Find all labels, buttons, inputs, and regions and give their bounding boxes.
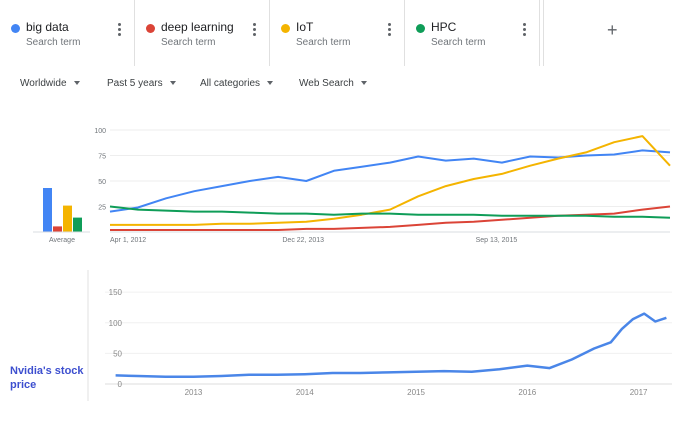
dropdown-arrow-icon (267, 81, 274, 86)
y-tick-label: 100 (94, 128, 106, 135)
x-axis-labels: 2013 2014 2015 2016 2017 (185, 388, 648, 397)
chart-grid: 0 50 100 150 (105, 288, 672, 389)
y-tick-label: 100 (109, 319, 123, 328)
region-dropdown[interactable]: Worldwide (20, 78, 80, 89)
y-tick-label: 150 (109, 288, 123, 297)
term-card-hpc[interactable]: HPC Search term (405, 0, 540, 66)
series-line-big-data (109, 149, 671, 213)
add-term-card[interactable]: + (543, 0, 680, 66)
term-sublabel: Search term (26, 37, 81, 48)
y-tick-label: 50 (113, 349, 122, 358)
stock-caption: Nvidia's stock price (10, 365, 84, 391)
series-color-dot (146, 24, 155, 33)
y-tick-label: 25 (98, 205, 106, 212)
filter-bar: Worldwide Past 5 years All categories We… (0, 78, 700, 98)
term-sublabel: Search term (296, 37, 351, 48)
y-tick-label: 75 (98, 154, 106, 161)
x-axis-labels: Apr 1, 2012 Dec 22, 2013 Sep 13, 2015 (110, 237, 517, 244)
term-card-big-data[interactable]: big data Search term (0, 0, 135, 66)
chart-series (109, 135, 671, 231)
x-tick-label: Sep 13, 2015 (476, 237, 518, 244)
series-line-iot (110, 135, 671, 226)
dropdown-arrow-icon (73, 81, 80, 86)
average-bar-hpc (73, 217, 82, 232)
term-card-iot[interactable]: IoT Search term (270, 0, 405, 66)
term-label: deep learning (161, 20, 234, 34)
series-color-dot (281, 24, 290, 33)
search-property-dropdown[interactable]: Web Search (299, 78, 367, 89)
more-options-icon[interactable] (112, 21, 126, 41)
x-tick-label: 2013 (185, 388, 203, 397)
stock-price-chart: 0 50 100 150 2013 2014 2015 2016 2017 (87, 270, 672, 401)
y-tick-label: 50 (98, 179, 106, 186)
x-tick-label: Apr 1, 2012 (110, 237, 146, 244)
term-label: big data (26, 20, 69, 34)
dropdown-arrow-icon (169, 81, 176, 86)
average-bar-iot (63, 205, 72, 232)
series-color-dot (11, 24, 20, 33)
category-label: All categories (200, 78, 261, 89)
interest-over-time-chart: Average 25 50 75 100 Apr 1, 2012 Dec 22, 201… (33, 128, 671, 244)
series-line-stock-0 (115, 312, 667, 378)
more-options-icon[interactable] (247, 21, 261, 41)
average-bar-big-data (43, 188, 52, 232)
term-label: HPC (431, 20, 457, 34)
average-bar-deep-learning (53, 226, 62, 232)
term-sublabel: Search term (431, 37, 486, 48)
time-range-dropdown[interactable]: Past 5 years (107, 78, 176, 89)
term-sublabel: Search term (161, 37, 216, 48)
category-dropdown[interactable]: All categories (200, 78, 274, 89)
x-tick-label: 2014 (296, 388, 314, 397)
plus-icon[interactable]: + (607, 20, 618, 40)
search-term-bar: big data Search term deep learning Searc… (0, 0, 700, 66)
series-color-dot (416, 24, 425, 33)
x-tick-label: 2016 (518, 388, 536, 397)
y-tick-label: 0 (118, 380, 123, 389)
x-tick-label: 2017 (630, 388, 648, 397)
average-label: Average (49, 237, 75, 244)
more-options-icon[interactable] (517, 21, 531, 41)
average-bars (43, 188, 82, 232)
term-label: IoT (296, 20, 314, 34)
term-card-deep-learning[interactable]: deep learning Search term (135, 0, 270, 66)
more-options-icon[interactable] (382, 21, 396, 41)
dropdown-arrow-icon (360, 81, 367, 86)
series-line-hpc (109, 205, 671, 219)
time-range-label: Past 5 years (107, 78, 163, 89)
x-tick-label: Dec 22, 2013 (282, 237, 324, 244)
search-property-label: Web Search (299, 78, 354, 89)
region-label: Worldwide (20, 78, 67, 89)
chart-series (115, 312, 667, 378)
x-tick-label: 2015 (407, 388, 425, 397)
